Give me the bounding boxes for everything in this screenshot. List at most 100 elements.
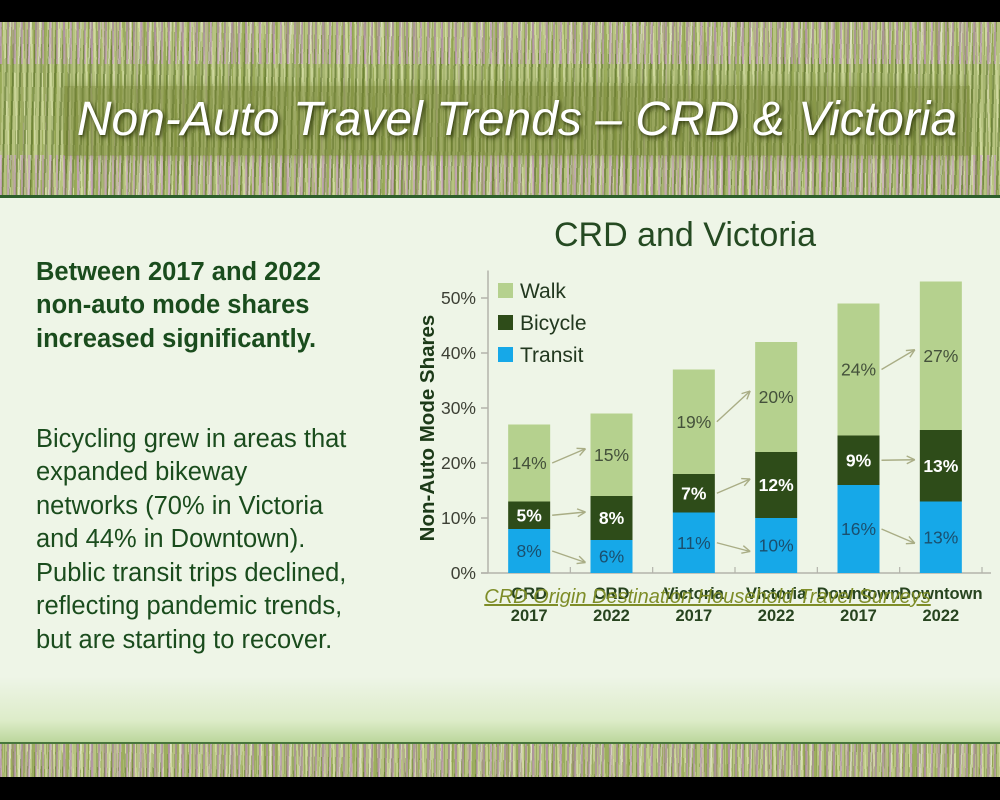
- y-tick-label: 50%: [441, 288, 476, 308]
- flower-texture-strip: [0, 744, 1000, 777]
- legend-label: Walk: [520, 280, 566, 303]
- bar-value-label: 13%: [923, 527, 958, 547]
- slide-title: Non-Auto Travel Trends – CRD & Victoria: [76, 93, 958, 146]
- bar-value-label: 20%: [759, 387, 794, 407]
- category-label: Victoria 2017: [664, 585, 725, 625]
- change-arrow-head: [576, 508, 586, 513]
- bar-segment-walk: [755, 342, 798, 452]
- category-label: CRD 2017: [511, 585, 548, 625]
- change-arrow: [881, 528, 916, 544]
- bar-segment-transit: [919, 501, 962, 573]
- bottom-black-border: [0, 777, 1000, 800]
- y-tick-label: 0%: [451, 563, 476, 583]
- change-arrow-head: [578, 555, 586, 563]
- body-paragraph: Bicycling grew in areas that expanded bi…: [36, 424, 347, 654]
- bar-segment-walk: [672, 369, 715, 474]
- intro-statement: Between 2017 and 2022 non-auto mode shar…: [36, 257, 321, 353]
- axes: 0% 10% 20% 30% 40% 50%: [441, 270, 991, 583]
- change-arrow-head: [746, 390, 751, 400]
- title-banner: Non-Auto Travel Trends – CRD & Victoria: [64, 86, 970, 156]
- bar-segment-walk: [837, 303, 880, 436]
- footer-grass-border: [0, 742, 1000, 777]
- bars: 8% 5% 14% 6% 8% 15% 11% 7% 19% 10% 12% 20% 16% 9% 24% 1…: [508, 281, 962, 573]
- bar-value-label: 8%: [599, 508, 625, 528]
- bar-value-label: 8%: [517, 541, 542, 561]
- bar-value-label: 5%: [517, 505, 543, 525]
- content-area: Between 2017 and 2022 non-auto mode shar…: [0, 195, 1000, 742]
- top-black-border: [0, 0, 1000, 22]
- change-arrow-head: [576, 561, 586, 565]
- legend-swatch-walk: [498, 283, 513, 298]
- bar-segment-bicycle: [919, 430, 962, 502]
- change-arrow-head: [741, 550, 751, 554]
- change-arrow: [716, 478, 751, 494]
- flower-texture-strip: [0, 155, 1000, 195]
- category-label: CRD 2022: [593, 585, 630, 625]
- bar-value-label: 16%: [841, 519, 876, 539]
- summary-text-block: Between 2017 and 2022 non-auto mode shar…: [36, 222, 421, 691]
- bar-value-label: 15%: [594, 445, 629, 465]
- category-label: Victoria 2022: [746, 585, 807, 625]
- bar-value-label: 14%: [512, 453, 547, 473]
- bar-segment-bicycle: [508, 501, 551, 529]
- bar-value-label: 13%: [923, 456, 958, 476]
- bar-segment-transit: [508, 529, 551, 573]
- bar-segment-transit: [590, 540, 633, 573]
- change-arrow: [552, 511, 586, 516]
- bar-segment-bicycle: [590, 496, 633, 540]
- stacked-bar-chart: 0% 10% 20% 30% 40% 50%Non-Auto Mode Shares 8% 5…: [420, 270, 991, 625]
- change-arrow: [551, 448, 586, 464]
- bar-segment-transit: [672, 512, 715, 573]
- bar-value-label: 10%: [759, 536, 794, 556]
- header-grass-banner: Non-Auto Travel Trends – CRD & Victoria: [0, 22, 1000, 195]
- bar-value-label: 9%: [846, 450, 872, 470]
- bar-segment-bicycle: [672, 474, 715, 513]
- bar-segment-bicycle: [755, 452, 798, 518]
- change-arrow-head: [909, 349, 916, 358]
- y-axis-title: Non-Auto Mode Shares: [420, 315, 439, 542]
- legend-label: Transit: [520, 344, 584, 367]
- change-arrow-head: [742, 545, 751, 553]
- chart-title: CRD and Victoria: [553, 216, 817, 254]
- bar-segment-walk: [590, 413, 633, 496]
- bar-segment-walk: [919, 281, 962, 430]
- y-tick-label: 10%: [441, 508, 476, 528]
- bar-segment-transit: [755, 518, 798, 573]
- legend-swatch-bicycle: [498, 315, 513, 330]
- change-arrows: [551, 349, 916, 565]
- bar-value-label: 11%: [677, 533, 711, 553]
- change-arrow-head: [908, 536, 916, 544]
- bar-value-label: 27%: [923, 346, 958, 366]
- bar-segment-transit: [837, 485, 880, 573]
- change-arrow-head: [743, 478, 751, 487]
- change-arrow-head: [906, 459, 916, 465]
- change-arrow: [716, 390, 751, 423]
- bar-value-label: 7%: [681, 483, 707, 503]
- y-tick-label: 40%: [441, 343, 476, 363]
- change-arrow-head: [577, 511, 586, 518]
- bar-segment-walk: [508, 424, 551, 502]
- y-tick-label: 30%: [441, 398, 476, 418]
- bar-value-label: 12%: [759, 475, 794, 495]
- change-arrow: [881, 349, 916, 371]
- change-arrow-head: [906, 455, 916, 461]
- change-arrow-head: [741, 390, 751, 395]
- flower-texture-strip: [0, 22, 1000, 64]
- legend-swatch-transit: [498, 347, 513, 362]
- bar-value-label: 24%: [841, 360, 876, 380]
- legend: Walk Bicycle Transit: [498, 280, 587, 367]
- source-link[interactable]: CRD Origin Destination Household Travel …: [484, 586, 931, 608]
- legend-label: Bicycle: [520, 312, 587, 335]
- bar-segment-bicycle: [837, 435, 880, 485]
- category-label: Downtown 2022: [899, 585, 982, 625]
- change-arrow-head: [579, 448, 587, 456]
- change-arrow: [716, 542, 751, 553]
- category-label: Downtown 2017: [817, 585, 900, 625]
- bar-value-label: 19%: [676, 412, 711, 432]
- change-arrow-head: [905, 349, 915, 352]
- change-arrow: [881, 459, 915, 461]
- bar-value-label: 6%: [599, 547, 624, 567]
- y-tick-label: 20%: [441, 453, 476, 473]
